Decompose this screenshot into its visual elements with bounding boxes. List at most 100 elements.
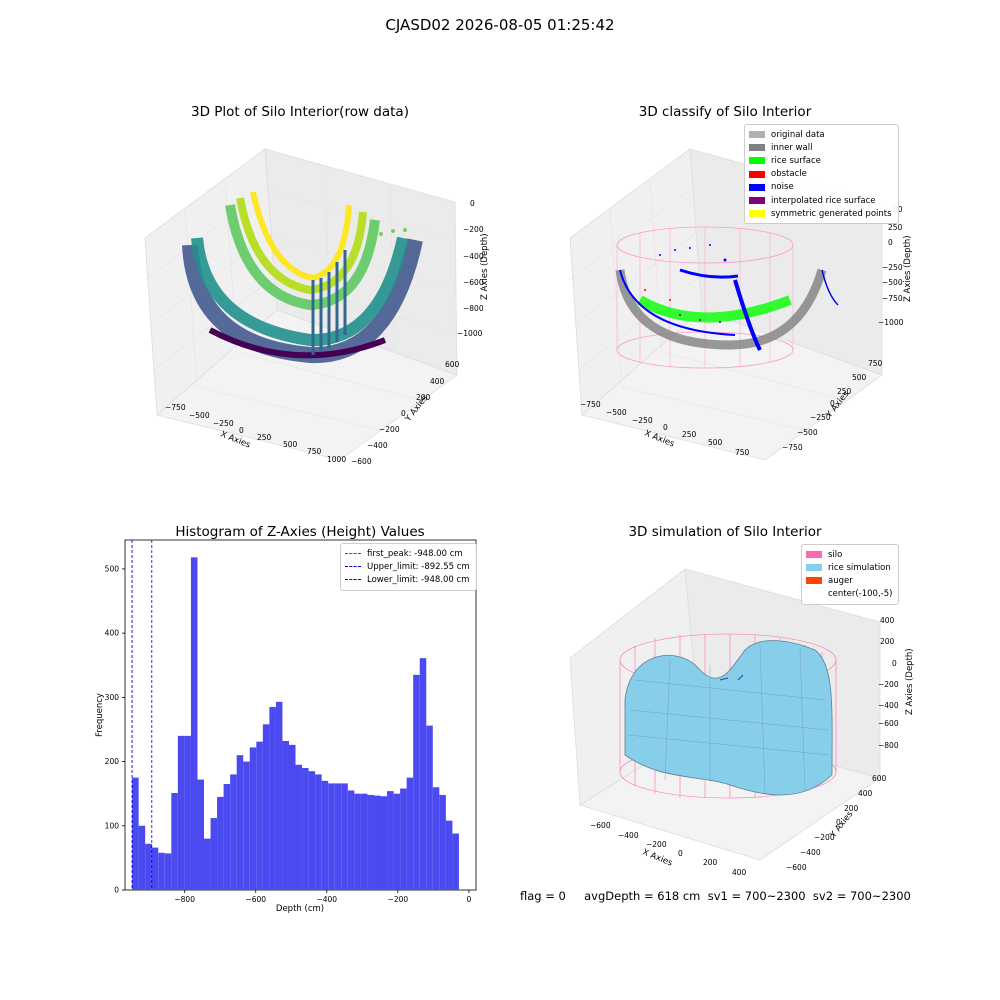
legend-item-first-peak: first_peak: -948.00 cm bbox=[345, 547, 470, 560]
x-tick-label: 400 bbox=[732, 868, 747, 877]
histogram-bar bbox=[230, 774, 237, 890]
y-tick-label: 400 bbox=[430, 377, 445, 386]
legend-item-original-data: original data bbox=[749, 128, 892, 141]
panel-tl-3d-plot: −750 −500 −250 0 250 500 750 1000 600 40… bbox=[144, 148, 490, 466]
histogram-bar bbox=[288, 744, 296, 890]
histogram-bar bbox=[302, 767, 309, 890]
histogram-bar bbox=[249, 747, 257, 890]
x-tick-label: 0 bbox=[239, 426, 244, 435]
panel-tr-legend: original data inner wall rice surface ob… bbox=[744, 124, 899, 225]
histogram-bar bbox=[426, 725, 433, 890]
histogram-bar bbox=[217, 796, 224, 890]
legend-label: auger bbox=[828, 575, 853, 586]
z-tick-label: −750 bbox=[882, 294, 903, 303]
legend-label: interpolated rice surface bbox=[771, 195, 876, 206]
histogram-bar bbox=[373, 795, 381, 890]
histogram-bar bbox=[413, 674, 420, 890]
z-tick-label: 400 bbox=[880, 616, 895, 625]
histogram-x-ticks: −800 −600 −400 −200 0 bbox=[174, 890, 472, 904]
panel-br-x-label: X Axies bbox=[641, 848, 674, 869]
z-tick-label: −800 bbox=[878, 741, 899, 750]
histogram-bar bbox=[269, 706, 276, 890]
x-tick-label: −250 bbox=[213, 419, 234, 428]
panel-br-x-ticks: −600 −400 −200 0 200 400 bbox=[590, 821, 747, 877]
legend-label: obstacle bbox=[771, 169, 807, 180]
y-tick-label: 400 bbox=[858, 789, 873, 798]
z-tick-label: 250 bbox=[888, 223, 903, 232]
y-tick-label: 500 bbox=[852, 373, 867, 382]
y-tick-label: 500 bbox=[105, 564, 120, 573]
y-tick-label: 750 bbox=[868, 359, 883, 368]
z-tick-label: −1000 bbox=[457, 329, 483, 338]
legend-label: noise bbox=[771, 182, 794, 193]
y-tick-label: 300 bbox=[105, 693, 120, 702]
histogram-bar bbox=[282, 741, 289, 890]
legend-swatch bbox=[806, 591, 822, 598]
panel-br-z-label: Z Axies (Depth) bbox=[905, 648, 915, 715]
z-tick-label: −400 bbox=[463, 252, 484, 261]
y-tick-label: 200 bbox=[105, 757, 120, 766]
histogram-bar bbox=[439, 794, 446, 890]
histogram-bar bbox=[158, 852, 165, 890]
panel-tr-title: 3D classify of Silo Interior bbox=[638, 104, 812, 120]
legend-swatch bbox=[749, 210, 765, 218]
panel-tl-z-ticks: 0 −200 −400 −600 −800 −1000 bbox=[457, 199, 484, 338]
legend-swatch bbox=[806, 551, 822, 559]
legend-label: silo bbox=[828, 549, 843, 560]
y-tick-label: −250 bbox=[810, 413, 831, 422]
x-tick-label: −800 bbox=[174, 895, 195, 904]
x-tick-label: −600 bbox=[245, 895, 266, 904]
legend-label: symmetric generated points bbox=[771, 208, 892, 219]
histogram-x-label: Depth (cm) bbox=[276, 904, 324, 914]
histogram-legend: first_peak: -948.00 cm Upper_limit: -892… bbox=[340, 543, 477, 591]
histogram-bar bbox=[132, 777, 139, 890]
histogram-chart: Histogram of Z-Axies (Height) Values −80… bbox=[95, 524, 477, 914]
x-tick-label: 500 bbox=[708, 438, 723, 447]
panel-tr-3d-plot: −750 −500 −250 0 250 500 750 750 500 250… bbox=[569, 148, 913, 461]
legend-swatch bbox=[806, 577, 822, 585]
x-tick-label: 250 bbox=[682, 430, 697, 439]
z-tick-label: 0 bbox=[888, 238, 893, 247]
legend-swatch bbox=[749, 144, 765, 152]
y-tick-label: 400 bbox=[105, 629, 120, 638]
histogram-bar bbox=[315, 774, 322, 890]
legend-label: original data bbox=[771, 129, 825, 140]
y-tick-label: 250 bbox=[837, 387, 852, 396]
x-tick-label: −500 bbox=[189, 411, 210, 420]
y-tick-label: 600 bbox=[872, 774, 887, 783]
y-tick-label: 600 bbox=[445, 360, 460, 369]
panel-tr-classified-cloud bbox=[615, 226, 839, 369]
y-tick-label: −400 bbox=[800, 848, 821, 857]
z-tick-label: −200 bbox=[878, 680, 899, 689]
histogram-bar bbox=[308, 771, 316, 890]
legend-item-center: center(-100,-5) bbox=[806, 588, 892, 601]
histogram-bar bbox=[295, 764, 303, 890]
histogram-bar bbox=[275, 701, 283, 890]
y-tick-label: 200 bbox=[844, 804, 859, 813]
y-tick-label: 0 bbox=[114, 886, 119, 895]
z-tick-label: −200 bbox=[463, 225, 484, 234]
histogram-bar bbox=[354, 793, 361, 890]
panel-tl-x-ticks: −750 −500 −250 0 250 500 750 1000 bbox=[165, 403, 346, 464]
legend-label: rice surface bbox=[771, 155, 821, 166]
panel-br-y-label: Y Axies bbox=[828, 809, 856, 841]
legend-label: inner wall bbox=[771, 142, 813, 153]
histogram-bar bbox=[171, 793, 178, 890]
histogram-bar bbox=[190, 557, 198, 890]
legend-item-inner-wall: inner wall bbox=[749, 141, 892, 154]
z-tick-label: 0 bbox=[892, 659, 897, 668]
panel-br-rice-surface bbox=[624, 640, 833, 796]
histogram-bar bbox=[256, 741, 263, 890]
legend-swatch bbox=[749, 131, 765, 139]
legend-item-symmetric-generated-points: symmetric generated points bbox=[749, 207, 892, 220]
histogram-bar bbox=[393, 793, 401, 890]
histogram-bar bbox=[164, 853, 172, 890]
legend-swatch bbox=[749, 197, 765, 205]
x-tick-label: −750 bbox=[165, 403, 186, 412]
legend-item-rice-simulation: rice simulation bbox=[806, 561, 892, 574]
histogram-y-label: Frequency bbox=[95, 693, 105, 737]
histogram-bar bbox=[445, 820, 453, 890]
legend-label: Upper_limit: -892.55 cm bbox=[367, 561, 470, 572]
histogram-bar bbox=[321, 780, 329, 890]
panel-br-legend: silo rice simulation auger center(-100,-… bbox=[801, 544, 900, 605]
